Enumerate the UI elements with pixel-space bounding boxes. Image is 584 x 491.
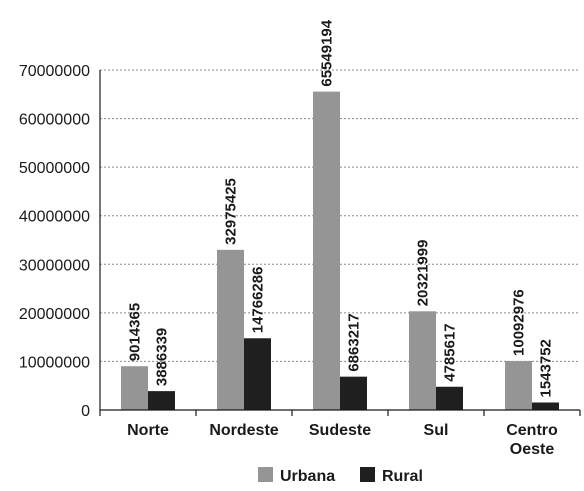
data-label: 65549194 bbox=[319, 19, 336, 86]
data-label: 20321999 bbox=[415, 240, 432, 307]
y-tick-label: 70000000 bbox=[19, 63, 90, 80]
data-label: 3886339 bbox=[154, 328, 171, 386]
data-label: 6863217 bbox=[346, 313, 363, 371]
bar-rural-sudeste bbox=[340, 376, 367, 410]
bar-urbana-norte bbox=[121, 366, 148, 410]
bar-rural-sul bbox=[436, 386, 463, 410]
y-axis-tick-labels: 0 10000000 20000000 30000000 40000000 5000000… bbox=[19, 63, 90, 420]
y-tick-label: 60000000 bbox=[19, 112, 90, 129]
data-label: 10092976 bbox=[511, 289, 528, 356]
data-labels: 9014365 3886339 32975425 14766286 65549194 68… bbox=[127, 19, 555, 397]
y-tick-label: 30000000 bbox=[19, 257, 90, 274]
x-category-label: Centro Oeste bbox=[506, 422, 558, 458]
bar-rural-nordeste bbox=[244, 338, 271, 410]
bar-rural-centro-oeste bbox=[532, 402, 559, 410]
bar-urbana-centro-oeste bbox=[505, 360, 532, 410]
y-tick-label: 0 bbox=[81, 403, 90, 420]
data-label: 14766286 bbox=[250, 267, 267, 334]
bar-urbana-sudeste bbox=[313, 91, 340, 411]
y-tick-label: 20000000 bbox=[19, 306, 90, 323]
legend-swatch bbox=[258, 467, 273, 482]
legend: Urbana Rural bbox=[258, 467, 423, 485]
bar-urbana-sul bbox=[409, 311, 436, 410]
data-label: 32975425 bbox=[223, 178, 240, 245]
data-label: 9014365 bbox=[127, 303, 144, 361]
x-category-label: Nordeste bbox=[209, 422, 278, 439]
legend-label: Rural bbox=[382, 468, 423, 485]
legend-item-rural: Rural bbox=[360, 467, 423, 485]
x-axis-category-labels: Norte Nordeste Sudeste Sul Centro Oeste bbox=[127, 422, 558, 458]
y-tick-label: 10000000 bbox=[19, 354, 90, 371]
x-category-label: Sudeste bbox=[309, 422, 371, 439]
y-tick-label: 40000000 bbox=[19, 209, 90, 226]
bar-urbana-nordeste bbox=[217, 249, 244, 410]
y-tick-label: 50000000 bbox=[19, 160, 90, 177]
axes bbox=[99, 70, 581, 416]
legend-label: Urbana bbox=[280, 468, 335, 485]
x-category-label: Sul bbox=[424, 422, 449, 439]
x-category-label: Norte bbox=[127, 422, 169, 439]
bars bbox=[121, 91, 559, 411]
data-label: 1543752 bbox=[538, 339, 555, 397]
bar-rural-norte bbox=[148, 391, 175, 410]
legend-swatch bbox=[360, 467, 375, 482]
data-label: 4785617 bbox=[442, 323, 459, 381]
legend-item-urbana: Urbana bbox=[258, 467, 335, 485]
